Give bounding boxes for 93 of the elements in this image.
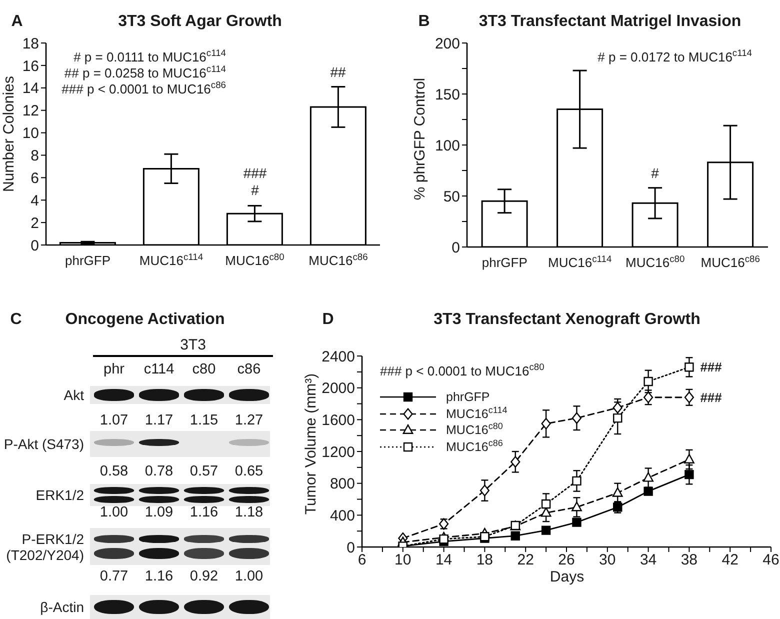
chart-title: 3T3 Transfectant Matrigel Invasion (478, 12, 742, 32)
legend-label: MUC16$^{c80}$ (446, 421, 503, 438)
annotation: # (651, 164, 659, 182)
text: 3T3 (180, 336, 206, 354)
y-tick-label: 16 (22, 58, 39, 75)
data-label: 0.92 (190, 568, 218, 586)
y-tick-label: 50 (443, 188, 460, 206)
y-tick-label: 800 (330, 476, 355, 493)
y-tick-label: 14 (22, 80, 39, 98)
category-label: c114 (144, 362, 174, 378)
y-axis-title: % phrGFP Control (411, 78, 429, 200)
x-tick-label: 18 (476, 552, 494, 569)
y-tick-label: 4 (30, 192, 39, 210)
x-tick-label: 10 (394, 552, 412, 569)
y-tick-label: 0 (452, 239, 460, 256)
chart-title: 3T3 Transfectant Xenograft Growth (434, 310, 700, 330)
data-label: 1.00 (100, 504, 128, 522)
legend-label: MUC16$^{c86}$ (446, 438, 503, 454)
x-tick-label: MUC16$^{c80}$ (225, 252, 284, 268)
data-label: 0.57 (190, 464, 218, 480)
annotation: ### (700, 390, 723, 405)
y-tick-label: 0 (30, 237, 39, 254)
annotation: ### p < 0.0001 to MUC16$^{c86}$ (62, 80, 226, 98)
y-tick-label: 2000 (322, 380, 355, 398)
y-tick-label: 0 (346, 539, 355, 556)
x-tick-label: 6 (358, 552, 366, 569)
y-tick-label: 2400 (322, 348, 355, 366)
x-tick-label: 30 (599, 552, 616, 569)
category-label: c80 (192, 362, 216, 378)
x-tick-label: phrGFP (482, 255, 528, 270)
y-axis-title: Tumor Volume (mm³) (302, 373, 320, 515)
data-label: 1.27 (234, 412, 264, 430)
chart-title: 3T3 Soft Agar Growth (118, 12, 282, 32)
x-tick-label: 22 (517, 552, 534, 569)
text: A (11, 12, 23, 32)
x-tick-label: MUC16$^{c86}$ (308, 252, 368, 268)
y-tick-label: 200 (434, 35, 460, 52)
y-tick-label: 10 (22, 125, 39, 142)
y-tick-label: 8 (30, 148, 39, 165)
x-tick-label: 46 (762, 552, 780, 569)
y-axis-title: Number Colonies (0, 76, 18, 192)
annotation: ## p = 0.0258 to MUC16$^{c114}$ (64, 64, 226, 82)
data-label: 0.78 (144, 464, 174, 480)
annotation: # p = 0.0172 to MUC16$^{c114}$ (598, 48, 752, 66)
y-tick-label: 100 (434, 137, 460, 154)
legend-label: β-Actin (40, 598, 84, 616)
x-tick-label: MUC16$^{c80}$ (626, 254, 685, 270)
data-label: 1.15 (190, 412, 218, 430)
x-tick-label: 38 (680, 552, 698, 569)
legend-label: ERK1/2 (36, 486, 84, 504)
x-axis-title: Days (550, 568, 584, 586)
y-tick-label: 18 (22, 35, 39, 52)
text: C (10, 310, 22, 330)
legend-label: phrGFP (446, 390, 490, 404)
y-tick-label: 1600 (322, 412, 355, 429)
x-tick-label: 42 (722, 552, 738, 569)
x-tick-label: phrGFP (64, 253, 111, 268)
text: Oncogene Activation (65, 310, 225, 330)
x-tick-label: MUC16$^{c86}$ (700, 254, 760, 270)
y-tick-label: 2 (30, 214, 39, 232)
y-tick-label: 6 (30, 170, 39, 187)
x-tick-label: 26 (558, 552, 575, 569)
annotation: ### p < 0.0001 to MUC16$^{c80}$ (380, 362, 544, 380)
x-tick-label: 34 (640, 552, 657, 569)
data-label: 1.00 (234, 568, 264, 586)
y-tick-label: 400 (330, 507, 355, 524)
data-label: 0.77 (100, 568, 128, 586)
category-label: c86 (237, 362, 261, 378)
y-tick-label: 1200 (322, 444, 355, 461)
x-tick-label: MUC16$^{c114}$ (548, 254, 612, 270)
data-label: 1.07 (100, 412, 128, 430)
y-tick-label: 150 (434, 86, 460, 104)
annotation: ### (700, 360, 723, 375)
data-label: 1.17 (144, 412, 174, 430)
legend-label: P-ERK1/2 (T202/Y204) (5, 530, 84, 563)
annotation: ## (330, 64, 346, 80)
x-tick-label: MUC16$^{c114}$ (139, 252, 204, 268)
legend-label: Akt (64, 386, 84, 404)
text: D (322, 310, 334, 330)
annotation: ### (243, 164, 267, 182)
data-label: 1.18 (234, 504, 264, 522)
data-label: 0.65 (234, 464, 264, 480)
data-label: 1.16 (144, 568, 174, 586)
category-label: phr (104, 362, 124, 378)
legend-label: MUC16$^{c114}$ (446, 404, 508, 421)
text: B (418, 12, 430, 32)
data-label: 0.58 (100, 464, 128, 480)
data-label: 1.16 (190, 504, 218, 522)
annotation: # (251, 182, 259, 198)
y-tick-label: 12 (22, 102, 39, 120)
legend-label: P-Akt (S473) (4, 436, 84, 452)
data-label: 1.09 (144, 504, 174, 522)
annotation: # p = 0.0111 to MUC16$^{c114}$ (74, 48, 226, 66)
